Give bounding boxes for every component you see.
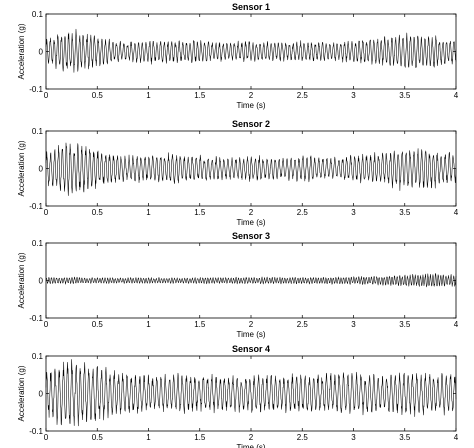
y-axis-label: Acceleration (g)	[17, 252, 26, 308]
plot-frame	[45, 130, 457, 207]
x-axis-label: Time (s)	[236, 101, 265, 110]
x-axis-label: Time (s)	[236, 218, 265, 227]
x-tick-label: 3	[351, 320, 356, 329]
signal-line	[45, 142, 457, 196]
x-tick-label: 3	[351, 433, 356, 442]
x-tick-label: 2.5	[297, 91, 309, 100]
x-tick-label: 4	[454, 208, 459, 217]
x-tick-label: 1.5	[194, 91, 206, 100]
y-tick-label: -0.1	[29, 427, 43, 436]
x-tick-label: 0.5	[92, 320, 104, 329]
x-tick-label: 3.5	[399, 320, 411, 329]
x-tick-label: 1.5	[194, 320, 206, 329]
x-tick-label: 4	[454, 91, 459, 100]
y-tick-label: 0	[39, 390, 44, 399]
x-tick-label: 1	[146, 320, 151, 329]
x-tick-label: 2	[249, 433, 254, 442]
signal-line	[45, 28, 457, 73]
x-tick-label: 1	[146, 208, 151, 217]
chart-title: Sensor 2	[232, 119, 270, 129]
x-tick-label: 2.5	[297, 320, 309, 329]
x-tick-label: 0	[44, 208, 49, 217]
y-tick-label: 0	[39, 165, 44, 174]
y-tick-label: 0.1	[32, 352, 44, 361]
y-tick-label: 0	[39, 48, 44, 57]
x-tick-label: 1	[146, 91, 151, 100]
y-tick-label: -0.1	[29, 314, 43, 323]
y-tick-label: 0.1	[32, 127, 44, 136]
x-tick-label: 0.5	[92, 208, 104, 217]
x-tick-label: 2	[249, 320, 254, 329]
x-tick-label: 0.5	[92, 91, 104, 100]
x-tick-label: 4	[454, 320, 459, 329]
x-tick-label: 4	[454, 433, 459, 442]
y-tick-label: -0.1	[29, 85, 43, 94]
signal-line	[45, 273, 457, 288]
x-axis-label: Time (s)	[236, 443, 265, 448]
x-tick-label: 3.5	[399, 91, 411, 100]
x-tick-label: 3.5	[399, 208, 411, 217]
x-tick-label: 2	[249, 208, 254, 217]
x-tick-label: 2.5	[297, 433, 309, 442]
x-axis-label: Time (s)	[236, 330, 265, 339]
y-tick-label: 0.1	[32, 239, 44, 248]
x-tick-label: 3.5	[399, 433, 411, 442]
y-axis-label: Acceleration (g)	[17, 365, 26, 421]
x-tick-label: 1.5	[194, 433, 206, 442]
x-tick-label: 2.5	[297, 208, 309, 217]
x-tick-label: 3	[351, 208, 356, 217]
y-tick-label: 0	[39, 277, 44, 286]
y-axis-label: Acceleration (g)	[17, 23, 26, 79]
signal-line	[45, 359, 457, 427]
x-tick-label: 0	[44, 91, 49, 100]
x-tick-label: 1	[146, 433, 151, 442]
plot-frame	[45, 13, 457, 90]
x-tick-label: 1.5	[194, 208, 206, 217]
y-tick-label: 0.1	[32, 10, 44, 19]
x-tick-label: 3	[351, 91, 356, 100]
x-tick-label: 0	[44, 433, 49, 442]
x-tick-label: 0.5	[92, 433, 104, 442]
y-axis-label: Acceleration (g)	[17, 140, 26, 196]
chart-title: Sensor 3	[232, 231, 270, 241]
y-tick-label: -0.1	[29, 202, 43, 211]
x-tick-label: 2	[249, 91, 254, 100]
chart-title: Sensor 4	[232, 344, 270, 354]
chart-title: Sensor 1	[232, 2, 270, 12]
x-tick-label: 0	[44, 320, 49, 329]
